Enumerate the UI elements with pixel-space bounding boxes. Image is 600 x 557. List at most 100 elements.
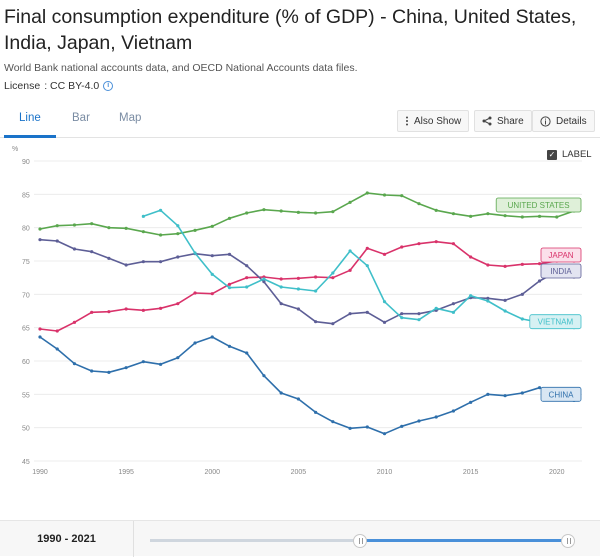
tab-map[interactable]: Map <box>119 112 142 124</box>
data-point <box>124 366 128 370</box>
license-value: : CC BY-4.0 <box>44 80 100 92</box>
series-label: CHINA <box>549 390 575 399</box>
range-start-handle[interactable] <box>353 534 367 548</box>
data-point <box>417 312 421 316</box>
data-point <box>193 341 197 345</box>
data-point <box>245 285 249 289</box>
data-point <box>193 228 197 232</box>
data-point <box>314 320 318 324</box>
data-point <box>520 215 524 219</box>
data-point <box>124 307 128 311</box>
details-button[interactable]: Details <box>532 110 595 132</box>
data-point <box>400 424 404 428</box>
data-point <box>107 256 111 260</box>
data-point <box>38 238 42 242</box>
data-point <box>486 296 490 300</box>
range-end-handle[interactable] <box>561 534 575 548</box>
data-point <box>141 308 145 312</box>
data-point <box>434 240 438 244</box>
active-tab-indicator <box>4 135 56 138</box>
data-point <box>38 227 42 231</box>
series-label-box <box>540 263 582 279</box>
data-point <box>124 226 128 230</box>
data-point <box>107 370 111 374</box>
data-point <box>38 327 42 331</box>
data-point <box>245 351 249 355</box>
data-point <box>176 232 180 236</box>
data-point <box>417 242 421 246</box>
data-point <box>90 369 94 373</box>
data-point <box>107 226 111 230</box>
data-point <box>176 302 180 306</box>
data-point <box>434 208 438 212</box>
data-point <box>193 291 197 295</box>
data-point <box>55 347 59 351</box>
data-point <box>365 310 369 314</box>
data-point <box>451 242 456 246</box>
data-point <box>417 202 421 206</box>
label-toggle[interactable]: ✓ LABEL <box>547 149 592 160</box>
data-point <box>451 302 456 306</box>
data-point <box>262 374 266 378</box>
tab-bar[interactable]: Bar <box>72 112 90 124</box>
source-note: World Bank national accounts data, and O… <box>4 62 358 74</box>
data-point <box>279 209 283 213</box>
data-point <box>486 392 490 396</box>
data-point <box>296 210 300 214</box>
data-point <box>296 307 300 311</box>
also-show-button[interactable]: Also Show <box>397 110 470 132</box>
data-point <box>520 292 524 296</box>
info-icon[interactable]: i <box>103 81 114 91</box>
data-point <box>400 194 404 198</box>
y-tick-label: 75 <box>22 259 30 266</box>
tab-line[interactable]: Line <box>19 112 41 124</box>
data-point <box>537 214 542 218</box>
data-point <box>400 312 404 316</box>
data-point <box>520 391 524 395</box>
share-button[interactable]: Share <box>474 110 532 132</box>
data-point <box>262 277 266 281</box>
data-point <box>141 214 145 218</box>
data-point <box>417 318 421 322</box>
data-point <box>296 276 300 280</box>
data-point <box>176 255 180 259</box>
data-point <box>382 320 387 324</box>
data-point <box>417 419 421 423</box>
data-point <box>227 344 232 348</box>
data-point <box>296 397 300 401</box>
data-point <box>469 294 473 298</box>
y-tick-label: 60 <box>22 359 30 366</box>
data-point <box>210 292 214 296</box>
y-tick-label: 85 <box>22 192 30 199</box>
checkbox-checked-icon[interactable]: ✓ <box>547 149 557 160</box>
x-tick-label: 2005 <box>291 469 307 476</box>
data-point <box>537 279 542 283</box>
x-tick-label: 2010 <box>377 469 393 476</box>
range-slider-track[interactable] <box>150 534 575 548</box>
data-point <box>158 233 163 237</box>
x-tick-label: 2015 <box>463 469 479 476</box>
data-point <box>90 310 94 314</box>
license-line: License : CC BY-4.0 i <box>4 80 114 92</box>
data-point <box>451 409 456 413</box>
data-point <box>314 289 318 293</box>
line-chart: 45 50 55 60 65 70 75 80 85 90% 1990 1995 2000 2005 201… <box>12 146 582 476</box>
x-tick-label: 2020 <box>549 469 565 476</box>
data-point <box>176 224 180 228</box>
data-point <box>520 262 524 266</box>
data-point <box>38 335 42 339</box>
data-point <box>227 216 232 220</box>
data-point <box>503 309 507 313</box>
data-point <box>331 276 335 280</box>
data-point <box>55 224 59 228</box>
data-point <box>451 212 456 216</box>
data-point <box>469 400 473 404</box>
data-point <box>72 223 77 227</box>
data-point <box>141 260 145 264</box>
data-point <box>210 272 214 276</box>
data-point <box>382 432 387 436</box>
data-point <box>434 306 438 310</box>
data-point <box>193 251 197 255</box>
time-range-bar: 1990 - 2021 <box>0 520 600 557</box>
data-point <box>503 214 507 218</box>
